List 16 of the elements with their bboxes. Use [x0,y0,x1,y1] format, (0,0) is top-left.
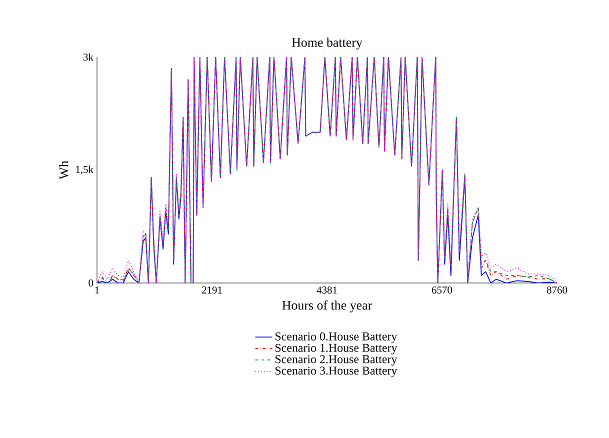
line-series [97,57,558,283]
y-axis-title: Wh [59,160,68,180]
y-tick-label: 0 [88,279,94,287]
x-tick-label: 8760 [546,286,568,294]
y-tick-label: 3k [84,53,94,61]
y-tick-label: 1,5k [76,166,94,174]
legend-label: Scenario 1.House Battery [276,344,398,354]
legend-label: Scenario 0.House Battery [276,332,398,343]
legend-label: Scenario 2.House Battery [276,355,398,366]
chart-title: Home battery [292,38,362,50]
legend-label: Scenario 3.House Battery [276,366,398,378]
x-axis-title: Hours of the year [282,300,372,312]
x-tick-label: 2191 [202,286,222,294]
x-tick-label: 1 [95,286,99,294]
x-tick-label: 4381 [316,286,337,294]
x-tick-label: 6570 [432,286,452,294]
